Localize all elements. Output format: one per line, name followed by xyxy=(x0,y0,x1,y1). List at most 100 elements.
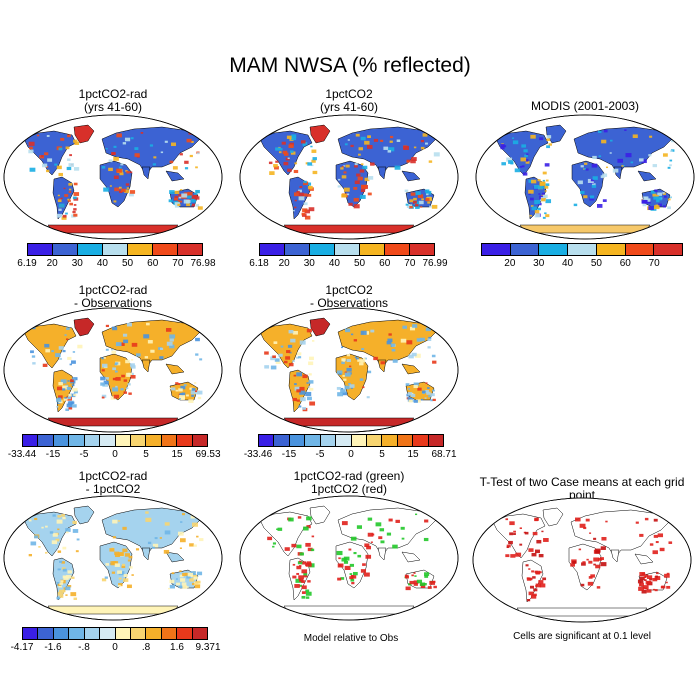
continent-india xyxy=(141,359,151,373)
grid-cell xyxy=(119,190,123,193)
grid-cell xyxy=(73,204,77,206)
colorbar-cell xyxy=(320,435,337,446)
grid-cell xyxy=(575,517,581,522)
colorbar-tick-label: 40 xyxy=(96,258,108,269)
colorbar-cell xyxy=(539,244,569,255)
grid-cell xyxy=(366,396,370,399)
grid-cell xyxy=(531,594,537,599)
grid-cell xyxy=(424,575,429,578)
grid-cell xyxy=(362,563,366,566)
grid-cell xyxy=(415,205,420,209)
grid-cell xyxy=(421,198,424,201)
grid-cell xyxy=(359,169,365,173)
grid-cell xyxy=(286,350,291,354)
grid-cell xyxy=(387,338,393,343)
grid-cell xyxy=(289,142,294,146)
grid-cell xyxy=(340,577,345,580)
grid-cell xyxy=(652,578,658,582)
grid-cell xyxy=(125,183,130,186)
grid-cell xyxy=(303,180,307,184)
grid-cell xyxy=(396,139,401,142)
colorbar-cell xyxy=(38,628,54,639)
grid-cell xyxy=(336,386,341,390)
grid-cell xyxy=(179,570,182,572)
grid-cell xyxy=(134,153,140,157)
grid-cell xyxy=(388,147,395,152)
grid-cell xyxy=(38,546,41,548)
grid-cell xyxy=(513,533,516,536)
grid-cell xyxy=(360,569,367,573)
grid-cell xyxy=(578,548,582,551)
grid-cell xyxy=(41,155,44,157)
grid-cell xyxy=(295,578,302,583)
grid-cell xyxy=(101,396,105,399)
grid-cell xyxy=(312,157,317,161)
grid-cell xyxy=(152,543,159,548)
grid-cell xyxy=(169,344,175,349)
colorbar-tick-label: 1.6 xyxy=(170,642,184,653)
grid-cell xyxy=(528,189,534,194)
grid-cell xyxy=(524,531,529,535)
grid-cell xyxy=(299,340,306,345)
grid-cell xyxy=(114,187,120,192)
grid-cell xyxy=(127,559,131,562)
grid-cell xyxy=(184,160,189,164)
grid-cell xyxy=(192,522,199,527)
grid-cell xyxy=(298,192,304,197)
grid-cell xyxy=(351,575,357,579)
colorbar-tick-label: 9.371 xyxy=(195,642,221,653)
grid-cell xyxy=(582,561,586,564)
grid-cell xyxy=(187,572,194,577)
grid-cell xyxy=(58,585,62,588)
grid-cell xyxy=(506,157,513,162)
grid-cell xyxy=(357,176,363,181)
grid-cell xyxy=(45,525,48,528)
grid-cell xyxy=(195,337,200,342)
grid-cell xyxy=(135,548,140,551)
grid-cell xyxy=(520,157,527,162)
grid-cell xyxy=(61,514,65,517)
grid-cell xyxy=(292,209,295,212)
grid-cell xyxy=(664,573,670,578)
grid-cell xyxy=(380,361,385,365)
grid-cell xyxy=(72,196,77,200)
grid-cell xyxy=(580,583,585,587)
colorbar: 6.18 20 30 40 50 60 70 76.99 xyxy=(249,243,448,270)
colorbar-cell xyxy=(177,628,193,639)
colorbar-cell xyxy=(259,435,275,446)
grid-cell xyxy=(292,397,298,402)
grid-cell xyxy=(391,348,396,352)
grid-cell xyxy=(420,206,423,208)
grid-cell xyxy=(124,553,130,557)
grid-cell xyxy=(57,515,61,518)
grid-cell xyxy=(406,160,410,163)
grid-cell xyxy=(101,357,105,360)
grid-cell xyxy=(422,133,428,137)
grid-cell xyxy=(61,216,67,220)
grid-cell xyxy=(169,338,174,342)
grid-cell xyxy=(416,579,423,584)
grid-cell xyxy=(668,541,673,544)
grid-cell xyxy=(179,547,182,549)
grid-cell xyxy=(534,517,539,521)
grid-cell xyxy=(605,166,609,169)
grid-cell xyxy=(111,571,116,574)
grid-cell xyxy=(305,562,312,567)
continent-namerica xyxy=(492,513,546,559)
grid-cell xyxy=(168,199,173,203)
continent-australia xyxy=(169,381,199,401)
grid-cell xyxy=(580,165,584,168)
grid-cell xyxy=(113,156,119,161)
grid-cell xyxy=(338,557,341,560)
grid-cell xyxy=(195,189,200,194)
grid-cell xyxy=(294,584,300,588)
grid-cell xyxy=(666,585,671,589)
grid-cell xyxy=(194,582,201,587)
grid-cell xyxy=(431,204,438,209)
grid-cell xyxy=(424,519,429,523)
grid-cell xyxy=(57,591,64,596)
colorbar-tick-label: 15 xyxy=(407,449,419,460)
grid-cell xyxy=(274,358,280,362)
colorbar-cells xyxy=(22,627,208,640)
grid-cell xyxy=(100,382,105,386)
